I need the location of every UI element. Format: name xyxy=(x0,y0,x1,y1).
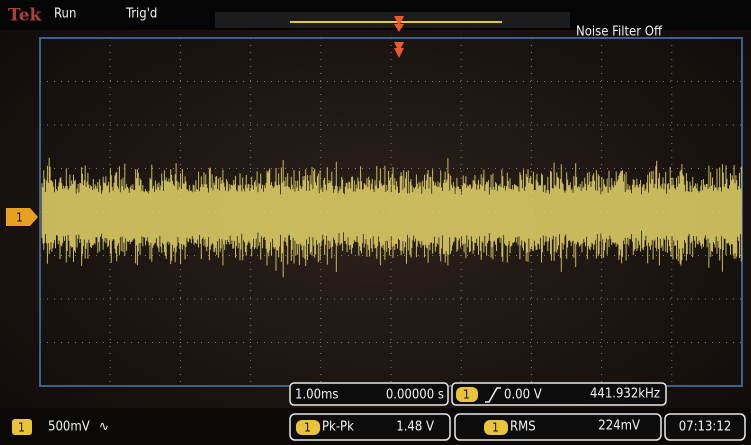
clock: 07:13:12 xyxy=(679,420,732,435)
trigger-level: 0.00 V xyxy=(504,388,542,403)
timebase-scale: 1.00ms xyxy=(295,388,339,403)
record-bar xyxy=(215,12,570,28)
run-status: Run xyxy=(54,7,76,22)
timebase-position: 0.00000 s xyxy=(386,388,444,403)
measurement-channel: 1 xyxy=(304,421,311,435)
measurement-channel: 1 xyxy=(492,421,499,435)
oscilloscope-screen: Tek Run Trig'd Noise Filter Off 1 1.00ms… xyxy=(0,0,751,445)
measurement-name: RMS xyxy=(510,420,536,435)
trigger-frequency: 441.932kHz xyxy=(590,387,660,402)
measurement-value: 1.48 V xyxy=(396,420,434,435)
measurement-value: 224mV xyxy=(598,419,640,434)
measurement-name: Pk-Pk xyxy=(322,420,354,435)
trigger-channel: 1 xyxy=(463,388,470,402)
channel-scale: 500mV xyxy=(48,420,90,435)
channel-coupling: ∿ xyxy=(99,420,109,435)
trigger-status: Trig'd xyxy=(125,7,157,22)
channel-number: 1 xyxy=(18,421,25,435)
channel-marker-label: 1 xyxy=(16,211,23,225)
brand: Tek xyxy=(8,6,43,26)
